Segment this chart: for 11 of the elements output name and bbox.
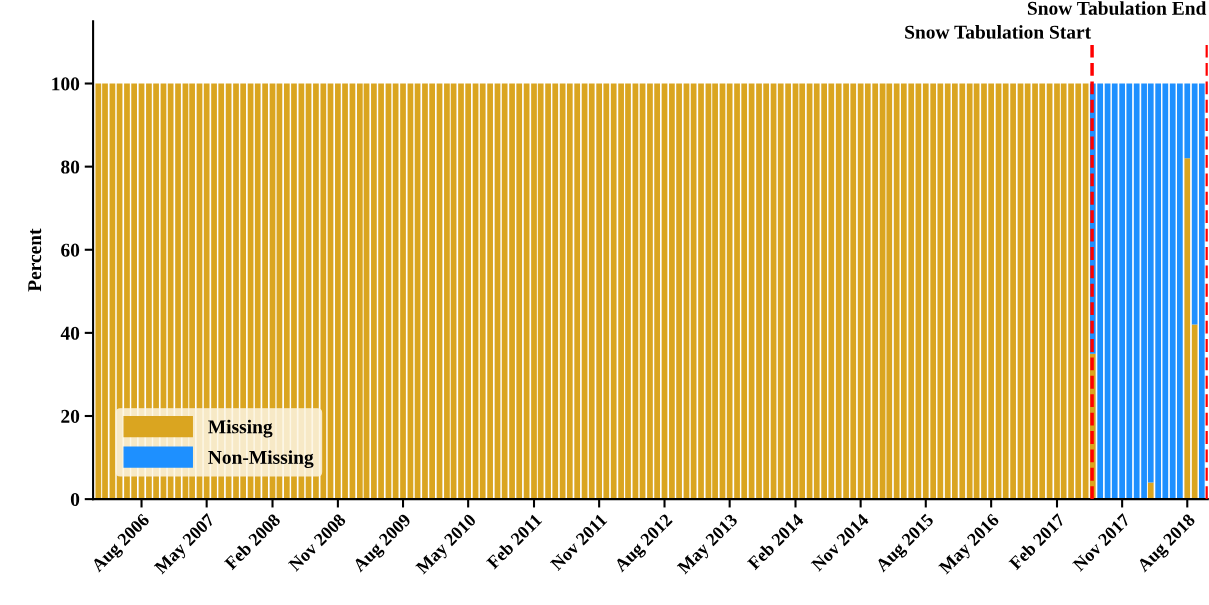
y-tick-label: 20	[61, 409, 80, 423]
legend-label: Non-Missing	[208, 450, 314, 469]
ref-line-label: Snow Tabulation Start	[905, 25, 1092, 39]
y-tick-label: 0	[70, 492, 80, 507]
y-tick-label: 60	[61, 243, 80, 257]
y-tick-label: 100	[52, 77, 80, 91]
y-tick-label: 40	[60, 326, 80, 340]
y-tick-label: 80	[61, 160, 80, 174]
ref-line-label: Snow Tabulation End	[1027, 1, 1207, 15]
legend-label: Missing	[208, 419, 273, 438]
y-axis-title: Percent	[28, 228, 42, 292]
